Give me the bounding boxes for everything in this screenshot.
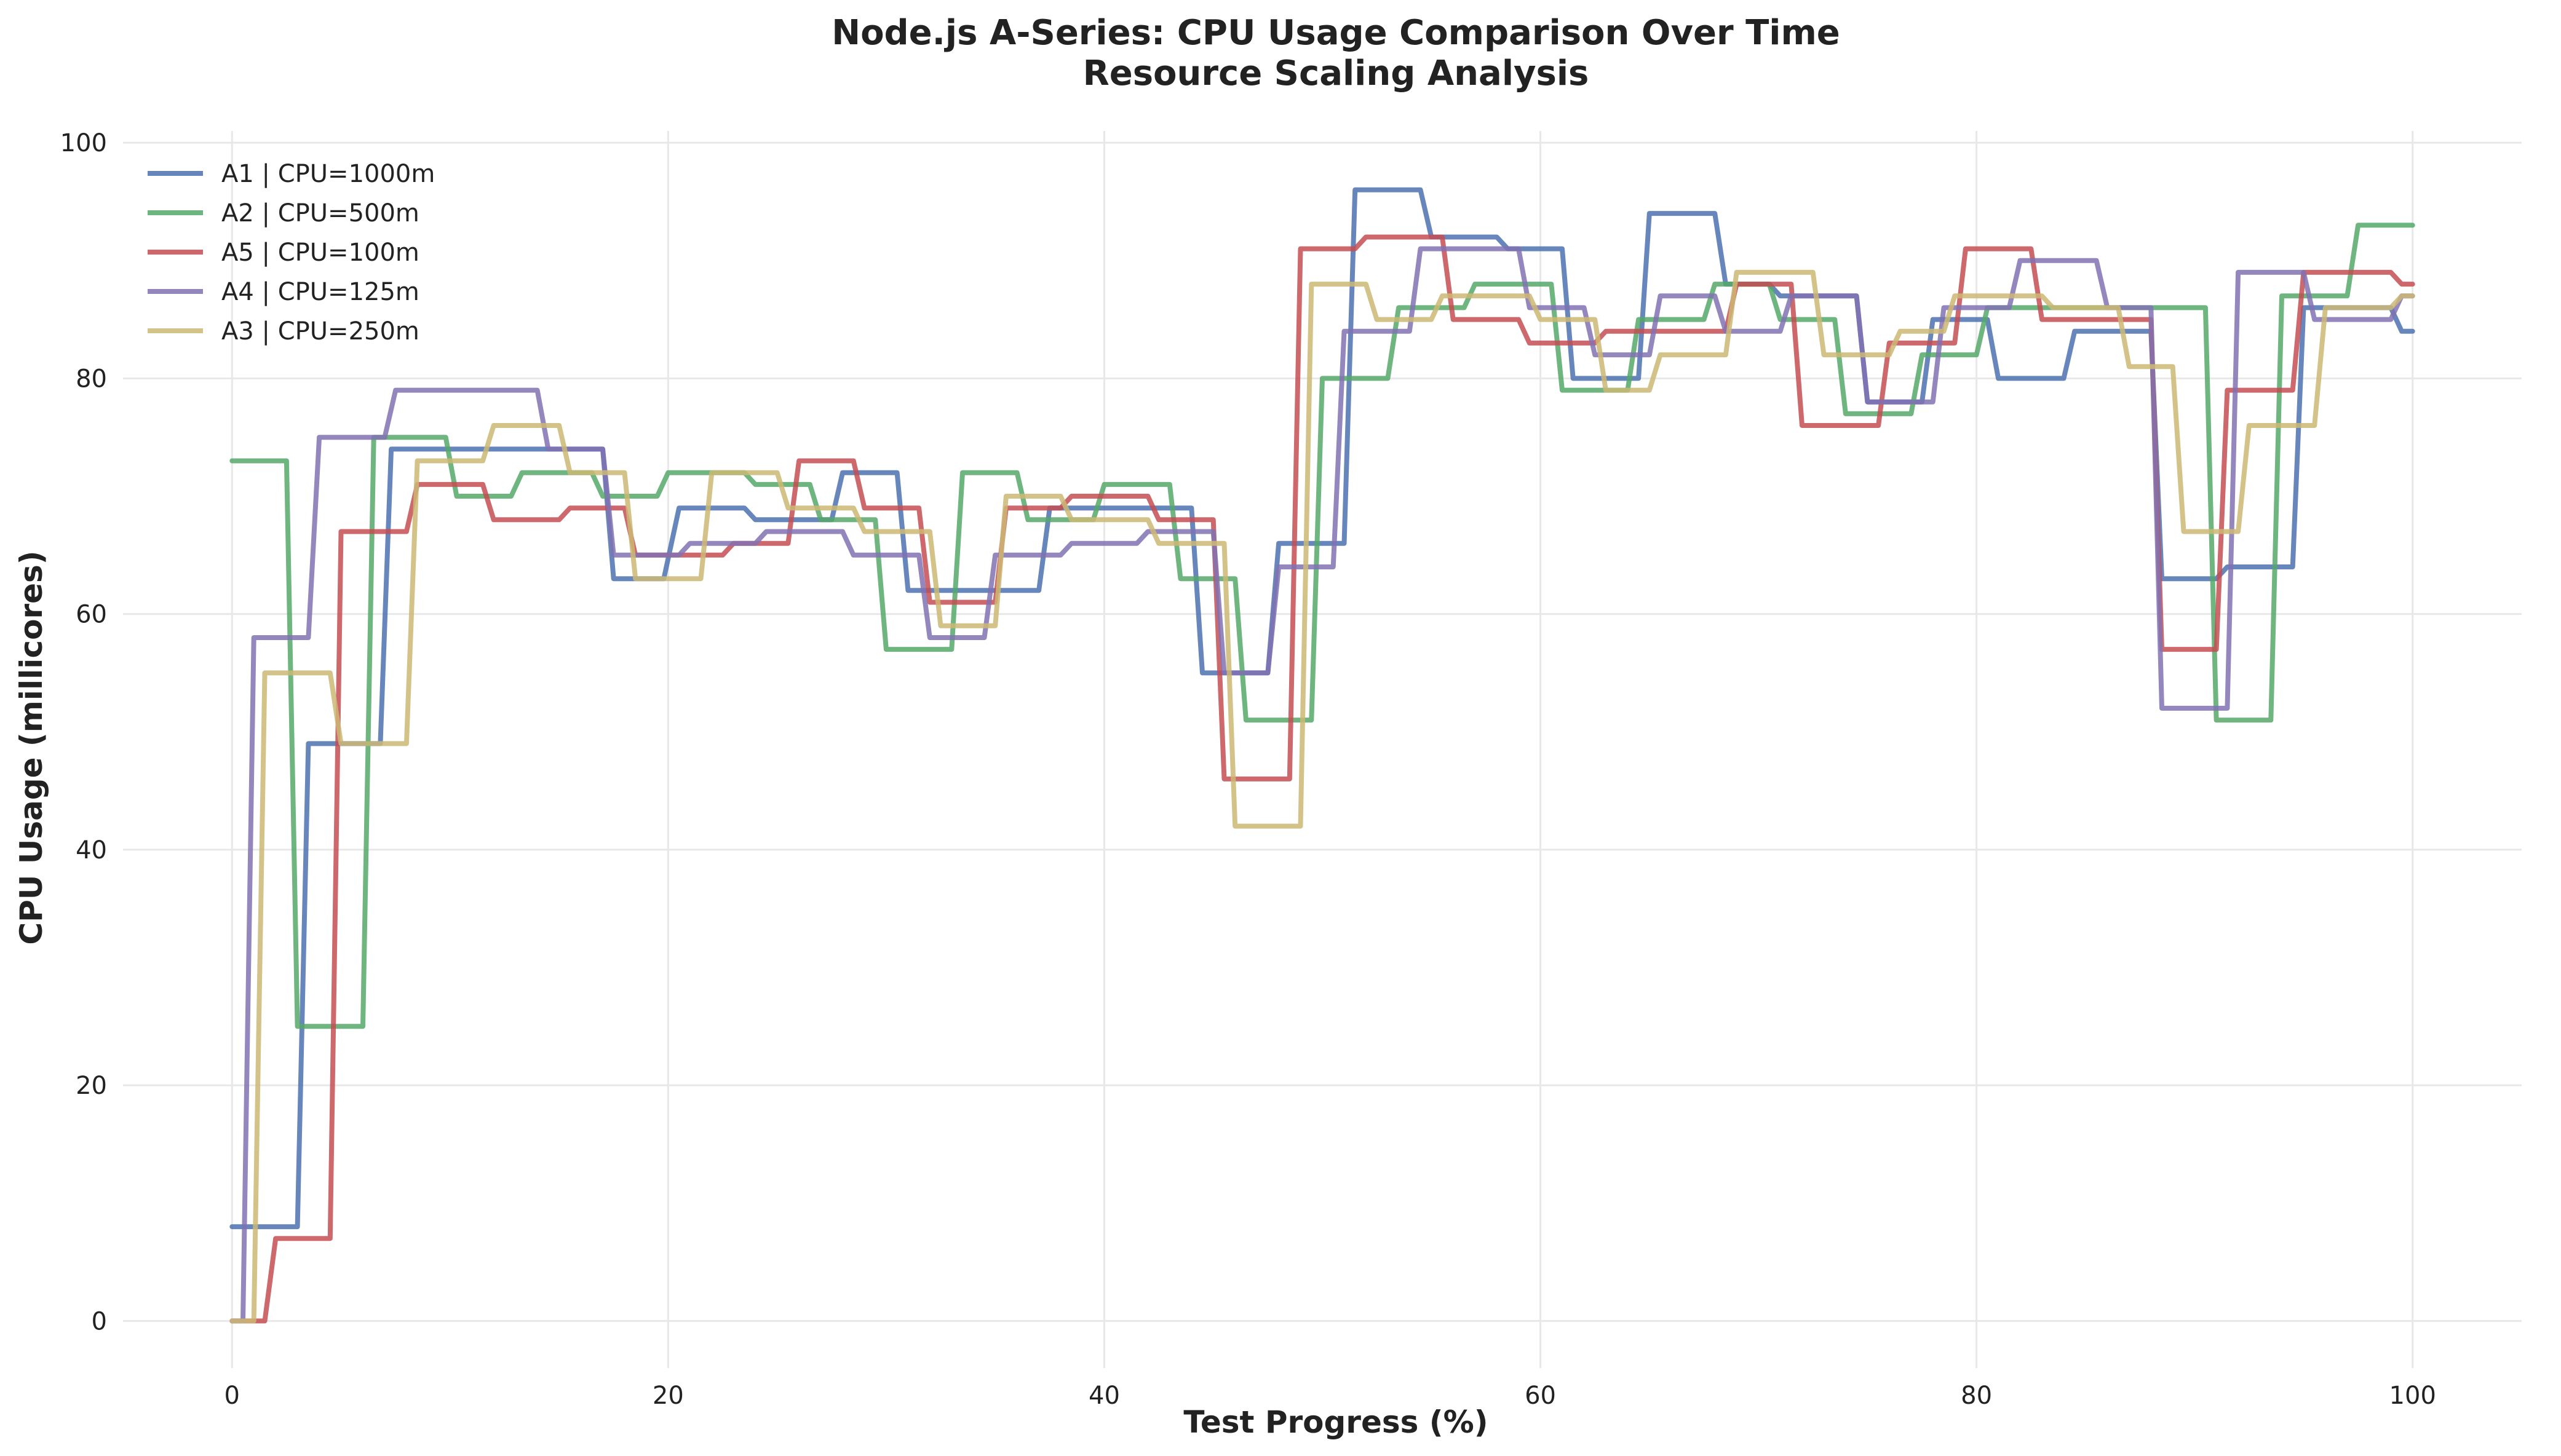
series-lines [229,187,2415,1324]
y-tick-label: 0 [92,1307,107,1335]
x-tick-label: 0 [224,1382,240,1410]
series-line-4 [229,246,2415,1324]
y-tick-label: 20 [76,1072,107,1100]
series-line-1 [229,187,2415,1230]
legend: A1 | CPU=1000m A2 | CPU=500m A5 | CPU=100m… [148,160,435,346]
legend-label: A4 | CPU=125m [221,278,419,306]
x-tick-label: 40 [1089,1382,1120,1410]
x-tick-label: 60 [1525,1382,1556,1410]
y-tick-label: 100 [60,129,107,157]
y-tick-label: 40 [76,836,107,865]
legend-label: A1 | CPU=1000m [221,160,435,188]
y-tick-label: 80 [76,365,107,393]
series-line-2 [229,223,2415,1029]
tick-labels: 0 20 40 60 80 100 0 20 40 60 80 100 [60,129,2436,1410]
series-line-3 [229,234,2415,1324]
legend-label: A5 | CPU=100m [221,239,419,267]
legend-label: A3 | CPU=250m [221,317,419,346]
x-tick-label: 20 [653,1382,684,1410]
y-axis-label: CPU Usage (millicores) [14,550,49,944]
chart-title: Node.js A-Series: CPU Usage Comparison O… [832,13,1840,53]
series-line-5 [229,269,2415,1324]
grid [123,131,2522,1368]
x-tick-label: 100 [2389,1382,2436,1410]
x-tick-label: 80 [1961,1382,1992,1410]
x-axis-label: Test Progress (%) [1183,1404,1488,1440]
chart-subtitle: Resource Scaling Analysis [1083,53,1589,93]
legend-label: A2 | CPU=500m [221,199,419,228]
y-tick-label: 60 [76,601,107,629]
